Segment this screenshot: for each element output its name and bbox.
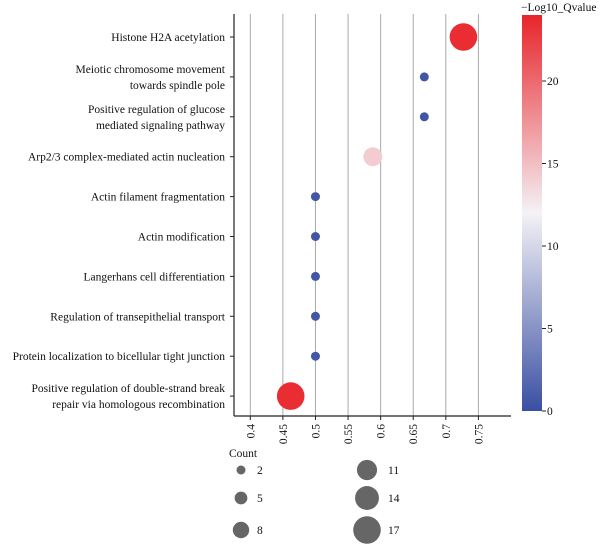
term-label-4: Actin filament fragmentation [91, 192, 225, 204]
size-legend-dot-1 [234, 491, 248, 505]
point-3 [363, 147, 383, 167]
term-label-3: Arp2/3 complex-mediated actin nucleation [28, 152, 225, 164]
size-legend-title: Count [229, 448, 258, 460]
point-1 [419, 72, 429, 82]
term-label-6: Langerhans cell differentiation [83, 271, 225, 283]
size-legend-label-5: 17 [388, 525, 400, 537]
size-legend-dot-5 [353, 516, 381, 544]
point-8 [310, 351, 320, 361]
term-labels: Histone H2A acetylation Meiotic chromosom… [13, 32, 226, 411]
colorbar-tick-label-4: 20 [547, 76, 559, 88]
grid-lines [249, 14, 479, 416]
term-label-2: Positive regulation of glucose mediated s… [88, 104, 225, 132]
term-label-8: Protein localization to bicellular tight… [13, 351, 226, 363]
colorbar-tick-label-2: 10 [547, 241, 559, 253]
colorbar-gradient [522, 15, 542, 411]
x-tick-label-7: 0.75 [473, 424, 485, 444]
colorbar-tick-label-0: 0 [547, 406, 553, 418]
x-tick-label-5: 0.65 [408, 424, 420, 444]
axes [230, 14, 511, 420]
size-legend-dot-3 [356, 459, 378, 481]
point-9 [276, 382, 305, 410]
size-legend-label-2: 8 [257, 525, 263, 537]
point-4 [310, 192, 320, 202]
x-tick-label-3: 0.55 [343, 424, 355, 444]
term-label-5: Actin modification [138, 232, 225, 244]
point-0 [449, 23, 478, 51]
colorbar-legend: −Log10_Qvalue 0 5 10 15 20 [521, 2, 596, 418]
size-legend-label-0: 2 [257, 465, 263, 477]
colorbar-title: −Log10_Qvalue [521, 2, 596, 14]
point-2 [419, 112, 429, 122]
size-legend-dot-0 [236, 465, 246, 475]
x-tick-label-6: 0.7 [441, 424, 453, 439]
term-label-0: Histone H2A acetylation [111, 32, 225, 44]
point-6 [310, 271, 320, 281]
term-label-7: Regulation of transepithelial transport [50, 311, 225, 323]
size-legend-label-4: 14 [388, 493, 400, 505]
x-tick-label-0: 0.4 [245, 424, 257, 439]
x-tick-label-1: 0.45 [278, 424, 290, 444]
data-points [276, 23, 478, 410]
point-5 [310, 232, 320, 241]
point-7 [310, 311, 320, 321]
x-tick-label-2: 0.5 [310, 424, 322, 439]
size-legend-label-3: 11 [388, 465, 399, 477]
size-legend-dot-2 [232, 521, 250, 539]
term-label-1: Meiotic chromosome movement towards spind… [76, 64, 226, 92]
x-tick-labels: 0.4 0.45 0.5 0.55 0.6 0.65 0.7 0.75 [245, 424, 485, 444]
size-legend-label-1: 5 [257, 493, 263, 505]
x-tick-label-4: 0.6 [376, 424, 388, 439]
term-label-9: Positive regulation of double-strand bre… [31, 383, 225, 411]
size-legend-dot-4 [355, 486, 379, 510]
size-legend: Count 2 5 8 11 14 17 [229, 448, 400, 544]
colorbar-tick-label-3: 15 [547, 159, 559, 171]
colorbar-tick-label-1: 5 [547, 324, 553, 336]
